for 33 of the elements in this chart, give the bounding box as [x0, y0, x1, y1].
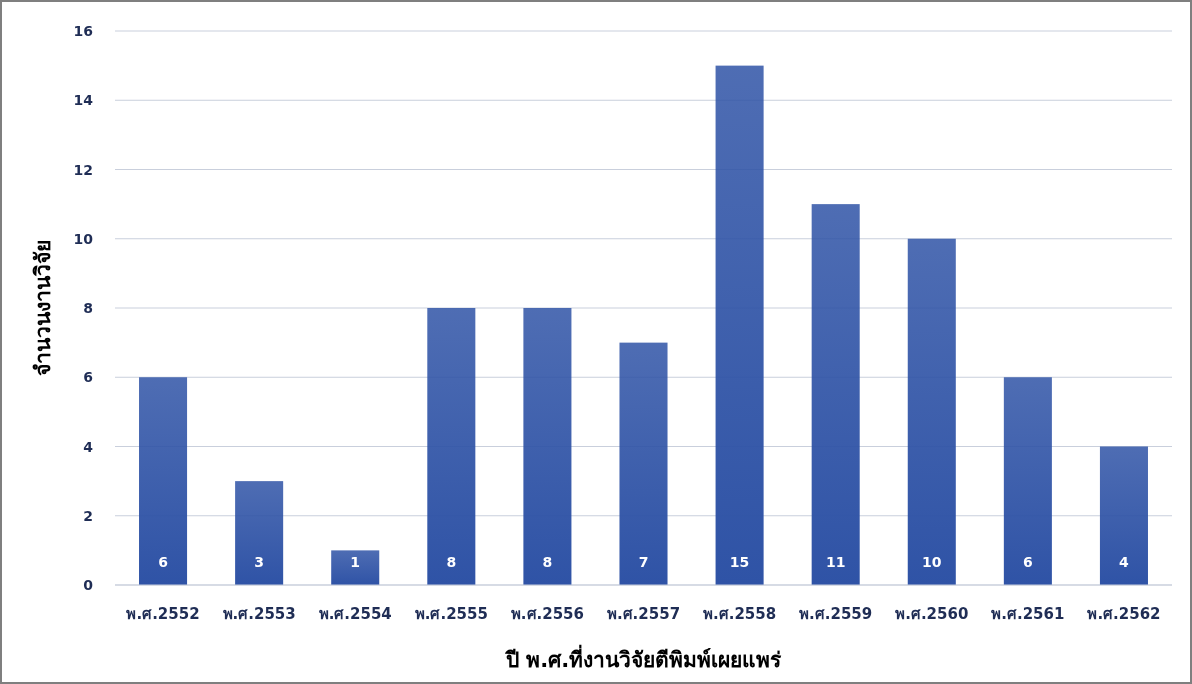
y-tick-label: 12 [73, 161, 93, 178]
x-tick-label: พ.ศ.2553 [222, 605, 296, 623]
x-tick-label: พ.ศ.2561 [991, 605, 1065, 623]
x-tick-label: พ.ศ.2557 [606, 605, 681, 623]
x-tick-label: พ.ศ.2556 [510, 605, 584, 623]
data-label: 11 [825, 554, 846, 570]
y-tick-label: 4 [83, 438, 94, 455]
data-label: 1 [350, 554, 361, 570]
y-tick-label: 16 [73, 23, 93, 39]
y-axis-title: จำนวนงานวิจัย [31, 240, 55, 376]
y-tick-label: 0 [83, 577, 94, 593]
x-tick-label: พ.ศ.2554 [318, 605, 392, 623]
data-label: 8 [446, 554, 457, 570]
x-tick-label: พ.ศ.2558 [703, 605, 777, 623]
data-label: 7 [638, 554, 649, 570]
y-tick-label: 8 [83, 300, 93, 316]
x-tick-label: พ.ศ.2559 [799, 605, 873, 623]
x-axis-title: ปี พ.ศ.ที่งานวิจัยตีพิมพ์เผยแพร่ [503, 644, 783, 672]
data-label: 15 [729, 554, 750, 570]
y-tick-label: 14 [73, 92, 94, 109]
x-tick-label: พ.ศ.2562 [1087, 605, 1161, 623]
data-label: 4 [1119, 554, 1130, 570]
data-label: 6 [1022, 554, 1033, 570]
x-tick-label: พ.ศ.2555 [414, 605, 488, 623]
y-tick-label: 2 [83, 507, 93, 524]
data-label: 10 [922, 554, 942, 570]
x-tick-label: พ.ศ.2560 [895, 605, 969, 623]
data-label: 8 [542, 554, 553, 570]
y-tick-label: 10 [73, 230, 94, 247]
data-label: 3 [254, 554, 265, 570]
data-label: 6 [158, 554, 168, 570]
x-tick-label: พ.ศ.2552 [126, 605, 200, 623]
y-tick-label: 6 [83, 369, 93, 386]
